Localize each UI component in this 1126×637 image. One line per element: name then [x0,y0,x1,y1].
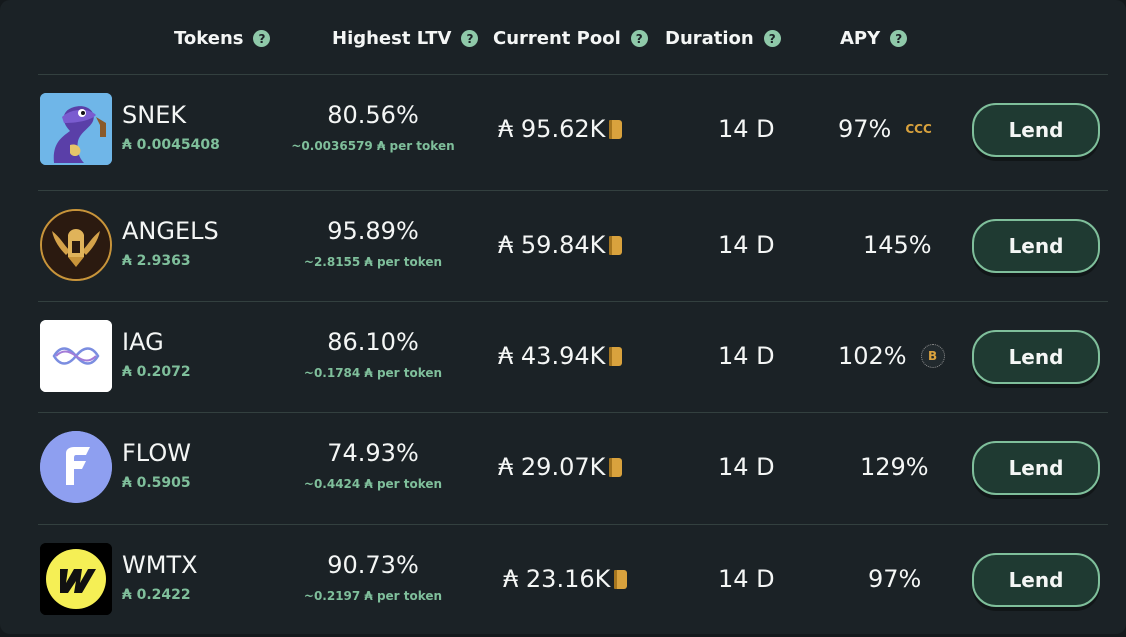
token-price: ₳ 0.0045408 [122,137,220,153]
highest-ltv: 95.89% [327,217,419,245]
pool-amount: ₳ 43.94K [498,342,606,370]
apy-value: 97% [838,115,892,143]
token-price: ₳ 0.2072 [122,364,191,380]
duration: 14 D [718,342,775,370]
book-icon[interactable] [609,119,623,139]
book-icon[interactable] [614,569,628,589]
ltv-per-token: ~0.0036579 ₳ per token [291,139,455,153]
table-row: IAG ₳ 0.2072 86.10% ~0.1784 ₳ per token … [38,301,1108,414]
apy: 129% [860,453,929,481]
current-pool: ₳ 59.84K [498,231,623,259]
apy-value: 129% [860,453,929,481]
lend-button[interactable]: Lend [972,553,1100,607]
apy-value: 145% [863,231,932,259]
table-row: ANGELS ₳ 2.9363 95.89% ~2.8155 ₳ per tok… [38,190,1108,303]
token-name: SNEK [122,101,187,129]
infinity-waves-icon [40,320,112,392]
lend-button[interactable]: Lend [972,330,1100,384]
current-pool: ₳ 43.94K [498,342,623,370]
ltv-per-token: ~0.4424 ₳ per token [303,477,443,491]
lend-button[interactable]: Lend [972,219,1100,273]
book-icon[interactable] [609,457,623,477]
apy: 97% CCC [838,115,932,143]
column-header-apy: APY ? [840,28,908,49]
table-row: SNEK ₳ 0.0045408 80.56% ~0.0036579 ₳ per… [38,74,1108,187]
duration: 14 D [718,231,775,259]
b-coin-badge-icon: B [920,344,945,368]
snake-icon [40,93,112,165]
book-icon[interactable] [609,346,623,366]
lend-button[interactable]: Lend [972,441,1100,495]
token-name: WMTX [122,551,198,579]
current-pool: ₳ 23.16K [503,565,628,593]
column-label-apy: APY [840,28,881,49]
column-label-duration: Duration [665,28,754,49]
pool-amount: ₳ 95.62K [498,115,606,143]
token-name: FLOW [122,439,191,467]
flow-f-icon [40,431,112,503]
ltv-per-token: ~0.1784 ₳ per token [303,366,443,380]
help-icon[interactable]: ? [461,30,479,47]
token-price: ₳ 0.5905 [122,475,191,491]
wmtx-w-icon [40,543,112,615]
column-header-ltv: Highest LTV ? [332,28,479,49]
help-icon[interactable]: ? [630,30,648,47]
highest-ltv: 80.56% [327,101,419,129]
column-label-ltv: Highest LTV [332,28,452,49]
help-icon[interactable]: ? [890,30,908,47]
duration: 14 D [718,565,775,593]
help-icon[interactable]: ? [763,30,781,47]
highest-ltv: 90.73% [327,551,419,579]
token-name: IAG [122,328,164,356]
apy: 145% [863,231,932,259]
column-label-pool: Current Pool [493,28,621,49]
pool-amount: ₳ 29.07K [498,453,606,481]
token-price: ₳ 2.9363 [122,253,191,269]
ccc-badge-icon: CCC [905,122,932,136]
highest-ltv: 86.10% [327,328,419,356]
lend-button[interactable]: Lend [972,103,1100,157]
winged-helmet-icon [40,209,112,281]
apy: 102% B [838,342,945,370]
table-header: Tokens ? Highest LTV ? Current Pool ? Du… [0,22,1126,58]
apy-value: 97% [868,565,922,593]
current-pool: ₳ 29.07K [498,453,623,481]
column-label-tokens: Tokens [174,28,244,49]
duration: 14 D [718,453,775,481]
token-price: ₳ 0.2422 [122,587,191,603]
ltv-per-token: ~0.2197 ₳ per token [303,589,443,603]
apy-value: 102% [838,342,907,370]
pool-amount: ₳ 59.84K [498,231,606,259]
duration: 14 D [718,115,775,143]
token-name: ANGELS [122,217,219,245]
highest-ltv: 74.93% [327,439,419,467]
ltv-per-token: ~2.8155 ₳ per token [303,255,443,269]
column-header-tokens: Tokens ? [174,28,271,49]
column-header-duration: Duration ? [665,28,781,49]
help-icon[interactable]: ? [253,30,271,47]
current-pool: ₳ 95.62K [498,115,623,143]
column-header-pool: Current Pool ? [493,28,648,49]
table-row: WMTX ₳ 0.2422 90.73% ~0.2197 ₳ per token… [38,524,1108,637]
apy: 97% [868,565,921,593]
table-row: FLOW ₳ 0.5905 74.93% ~0.4424 ₳ per token… [38,412,1108,525]
pool-amount: ₳ 23.16K [503,565,611,593]
book-icon[interactable] [609,235,623,255]
